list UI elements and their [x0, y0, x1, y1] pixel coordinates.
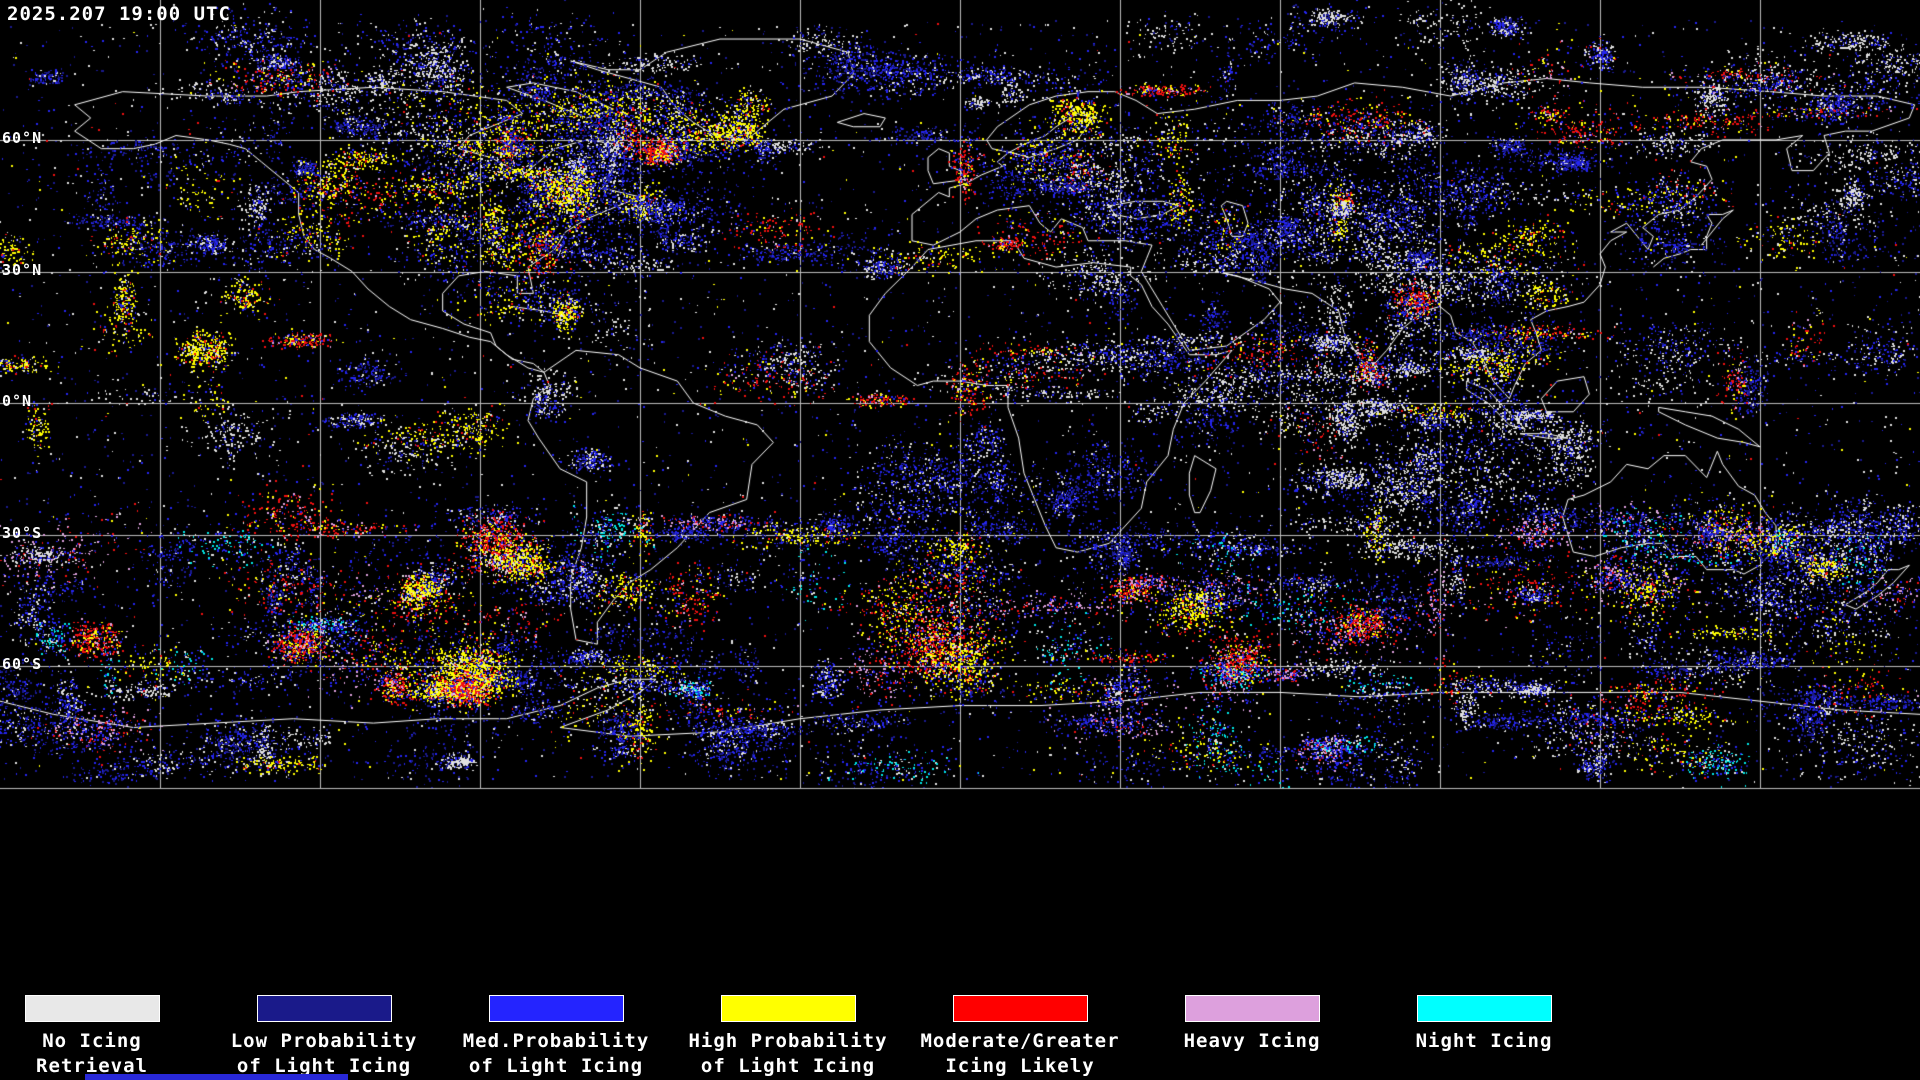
legend-swatch-night-icing	[1416, 995, 1552, 1022]
map-area: 2025.207 19:00 UTC 60°N 30°N 0°N 30°S 60…	[0, 0, 1920, 985]
legend-item-low-probability: Low Probability of Light Icing	[208, 995, 440, 1080]
lat-label-0n: 0°N	[2, 392, 33, 410]
legend-item-moderate-greater: Moderate/Greater Icing Likely	[904, 995, 1136, 1080]
legend-label: of Light Icing	[468, 1055, 644, 1077]
legend-swatch-med-probability	[488, 995, 624, 1022]
lat-label-30n: 30°N	[2, 261, 43, 279]
legend-item-night-icing: Night Icing	[1368, 995, 1600, 1080]
legend-item-no-icing: No Icing Retrieval	[0, 995, 208, 1080]
legend-item-heavy-icing: Heavy Icing	[1136, 995, 1368, 1080]
legend-label: of Light Icing	[700, 1055, 876, 1077]
legend-label: Med.Probability	[462, 1030, 650, 1052]
world-icing-map-canvas	[0, 0, 1920, 985]
lat-label-60n: 60°N	[2, 129, 43, 147]
legend-swatch-heavy-icing	[1184, 995, 1320, 1022]
legend-swatch-low-probability	[256, 995, 392, 1022]
legend-swatch-moderate-greater	[952, 995, 1088, 1022]
legend-label: Low Probability	[230, 1030, 418, 1052]
legend-item-high-probability: High Probability of Light Icing	[672, 995, 904, 1080]
legend-label: Retrieval	[36, 1055, 148, 1077]
legend-swatch-no-icing	[24, 995, 160, 1022]
legend-label: High Probability	[688, 1030, 888, 1052]
timestamp-label: 2025.207 19:00 UTC	[7, 3, 231, 25]
legend-label: Icing Likely	[945, 1055, 1095, 1077]
legend-label: Night Icing	[1415, 1030, 1553, 1052]
lat-label-60s: 60°S	[2, 655, 43, 673]
legend-swatch-high-probability	[720, 995, 856, 1022]
legend-item-med-probability: Med.Probability of Light Icing	[440, 995, 672, 1080]
lat-label-30s: 30°S	[2, 524, 43, 542]
legend: No Icing Retrieval Low Probability of Li…	[0, 985, 1896, 1080]
progress-bar[interactable]	[85, 1074, 348, 1080]
legend-label: of Light Icing	[236, 1055, 412, 1077]
legend-label: Moderate/Greater	[920, 1030, 1120, 1052]
legend-label: Heavy Icing	[1183, 1030, 1321, 1052]
legend-label: No Icing	[42, 1030, 142, 1052]
